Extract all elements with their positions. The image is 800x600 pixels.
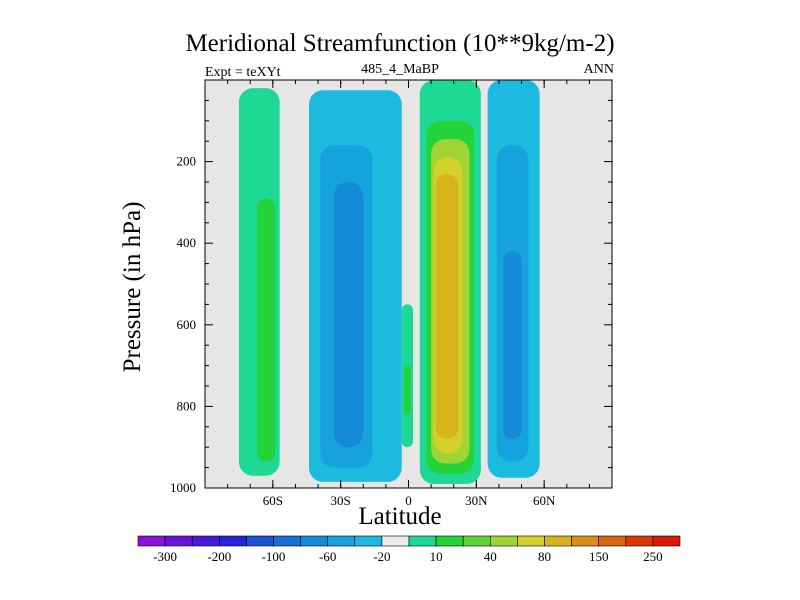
contour-region-14	[503, 251, 522, 440]
contour-region-4	[333, 182, 364, 448]
colorbar-swatch-14	[517, 535, 545, 547]
time-label: 485_4_MaBP	[361, 62, 439, 77]
y-tick-label-3: 800	[177, 398, 197, 413]
x-tick-label-0: 60S	[263, 493, 283, 508]
colorbar-label-3: -60	[319, 549, 336, 564]
colorbar-label-1: -200	[207, 549, 231, 564]
x-tick-label-2: 0	[405, 493, 412, 508]
colorbar-swatch-15	[544, 535, 572, 547]
colorbar-swatch-3	[219, 535, 247, 547]
x-tick-label-4: 60N	[533, 493, 556, 508]
contour-region-1	[257, 198, 276, 462]
colorbar-swatch-7	[327, 535, 356, 547]
colorbar-swatch-0	[137, 535, 166, 547]
y-tick-label-2: 600	[177, 317, 197, 332]
colorbar-label-5: 10	[430, 549, 443, 564]
colorbar-label-0: -300	[153, 549, 177, 564]
colorbar: -300 -200 -100 -60 -20 10 40 80 150 250	[137, 535, 681, 564]
colorbar-swatch-8	[354, 535, 383, 547]
colorbar-swatch-9	[381, 535, 410, 547]
colorbar-label-4: -20	[373, 549, 390, 564]
colorbar-swatch-17	[598, 535, 627, 547]
colorbar-label-6: 40	[484, 549, 497, 564]
colorbar-swatch-1	[164, 535, 193, 547]
colorbar-swatch-11	[435, 535, 464, 547]
colorbar-label-2: -100	[262, 549, 286, 564]
x-tick-label-3: 30N	[465, 493, 488, 508]
x-tick-label-1: 30S	[331, 493, 351, 508]
colorbar-label-9: 250	[643, 549, 663, 564]
colorbar-swatch-6	[300, 535, 329, 547]
contour-region-9	[435, 173, 459, 440]
colorbar-swatch-18	[625, 535, 654, 547]
y-tick-label-1: 400	[177, 235, 197, 250]
colorbar-label-7: 80	[538, 549, 551, 564]
contour-fill-layer	[238, 80, 540, 484]
x-axis-label: Latitude	[358, 503, 442, 530]
chart-title: Meridional Streamfunction (10**9kg/m-2)	[185, 30, 615, 57]
colorbar-swatch-4	[246, 535, 274, 547]
colorbar-swatch-10	[408, 535, 437, 547]
colorbar-swatch-16	[571, 535, 599, 547]
y-tick-label-0: 200	[177, 154, 197, 169]
y-tick-label-4: 1000	[170, 480, 196, 495]
contour-region-11	[403, 365, 411, 415]
experiment-label: Expt = teXYt	[205, 65, 281, 80]
axis-ticks: 60S 30S 0 30N 60N 200 400 600 800 1000	[170, 80, 612, 508]
colorbar-swatch-19	[652, 535, 681, 547]
colorbar-label-8: 150	[589, 549, 609, 564]
colorbar-swatch-13	[489, 535, 518, 547]
colorbar-swatch-12	[462, 535, 491, 547]
season-label: ANN	[583, 62, 614, 77]
colorbar-swatch-5	[273, 535, 301, 547]
colorbar-swatch-2	[191, 535, 220, 547]
